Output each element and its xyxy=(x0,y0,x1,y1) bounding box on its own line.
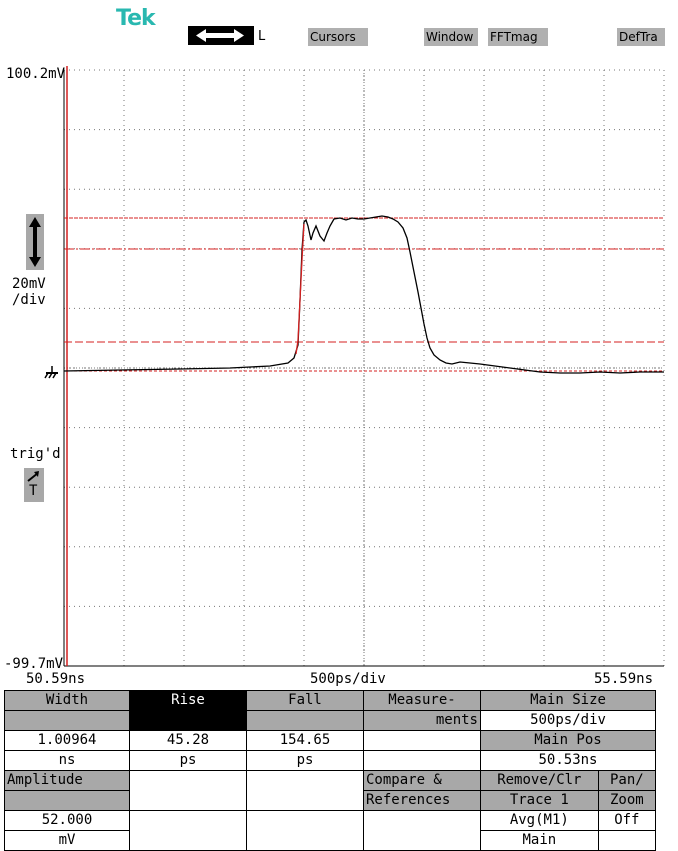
measurements-button-line2[interactable]: ments xyxy=(363,710,481,731)
width-value: 1.00964 xyxy=(4,730,130,751)
main-pos-label[interactable]: Main Pos xyxy=(480,730,656,751)
window-button[interactable]: Window xyxy=(424,28,478,46)
fall-spacer xyxy=(246,710,364,731)
waveform-display[interactable] xyxy=(0,0,678,690)
trigger-t-label: T xyxy=(29,483,38,499)
arrow-mode-label: L xyxy=(258,29,266,44)
rise-edge-highlight xyxy=(295,223,305,355)
measurements-button-line1[interactable]: Measure- xyxy=(363,690,481,711)
amplitude-measure-button[interactable]: Amplitude xyxy=(4,770,130,791)
trigger-level-button[interactable]: T xyxy=(24,468,44,502)
rise-value: 45.28 xyxy=(129,730,247,751)
time-start: 50.59ns xyxy=(26,671,86,687)
fall-value: 154.65 xyxy=(246,730,364,751)
empty-softkey[interactable] xyxy=(246,770,364,811)
top-scale-value: 100.2mV xyxy=(6,66,66,82)
cursors-button[interactable]: Cursors xyxy=(308,28,368,46)
volts-per-div-unit: /div xyxy=(12,292,46,308)
time-end: 55.59ns xyxy=(594,671,654,687)
volts-per-div-value: 20mV xyxy=(12,276,46,292)
remove-clr-line1[interactable]: Remove/Clr xyxy=(480,770,599,791)
blank-cell xyxy=(363,750,481,771)
fall-measure-button[interactable]: Fall xyxy=(246,690,364,711)
blank-cell xyxy=(363,810,481,851)
ground-marker-icon xyxy=(44,364,60,384)
empty-softkey[interactable] xyxy=(129,770,247,811)
rise-measure-button[interactable]: Rise xyxy=(129,690,247,711)
main-size-label[interactable]: Main Size xyxy=(480,690,656,711)
remove-clr-line2[interactable]: Trace 1 xyxy=(480,790,599,811)
deftra-button[interactable]: DefTra xyxy=(617,28,665,46)
main-pos-value[interactable]: 50.53ns xyxy=(480,750,656,771)
avg-source-line2[interactable]: Main xyxy=(480,830,599,851)
vertical-position-button[interactable] xyxy=(26,214,44,270)
compare-references-line2[interactable]: References xyxy=(363,790,481,811)
width-measure-button[interactable]: Width xyxy=(4,690,130,711)
measurement-menu: Width Rise Fall Measure- Main Size ments… xyxy=(4,690,657,851)
trigger-arrow-icon xyxy=(27,471,39,482)
blank-cell xyxy=(363,730,481,751)
trigger-status: trig'd xyxy=(10,446,61,462)
time-per-div: 500ps/div xyxy=(310,671,386,687)
amplitude-unit: mV xyxy=(4,830,130,851)
rise-unit: ps xyxy=(129,750,247,771)
avg-source-line1[interactable]: Avg(M1) xyxy=(480,810,599,831)
amplitude-value: 52.000 xyxy=(4,810,130,831)
fall-unit: ps xyxy=(246,750,364,771)
compare-references-line1[interactable]: Compare & xyxy=(363,770,481,791)
double-arrow-horizontal-icon xyxy=(196,29,244,42)
horizontal-arrows-button[interactable] xyxy=(188,26,254,45)
blank-cell xyxy=(129,810,247,851)
pan-zoom-line1[interactable]: Pan/ xyxy=(597,770,657,791)
blank-cell xyxy=(597,830,657,851)
main-size-value[interactable]: 500ps/div xyxy=(480,710,656,731)
bottom-scale-value: -99.7mV xyxy=(4,656,64,672)
pan-zoom-line2[interactable]: Zoom xyxy=(597,790,657,811)
width-spacer xyxy=(4,710,130,731)
width-unit: ns xyxy=(4,750,130,771)
tek-logo: Tek xyxy=(116,6,156,31)
fftmag-button[interactable]: FFTmag xyxy=(488,28,548,46)
pan-zoom-value[interactable]: Off xyxy=(597,810,657,831)
double-arrow-vertical-icon xyxy=(29,217,41,267)
amplitude-spacer xyxy=(4,790,130,811)
rise-spacer xyxy=(129,710,247,731)
blank-cell xyxy=(246,810,364,851)
graticule xyxy=(64,69,665,666)
